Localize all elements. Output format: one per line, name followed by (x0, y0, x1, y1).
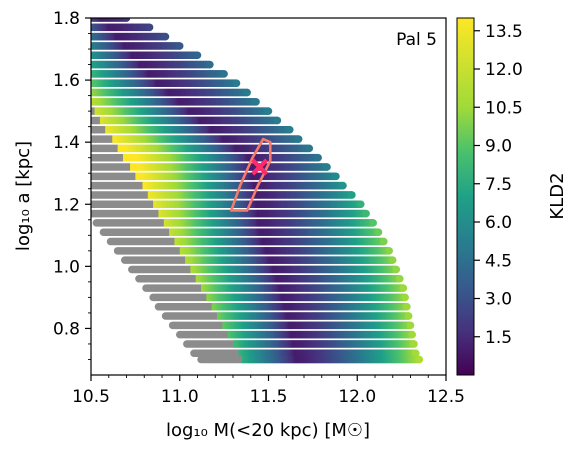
heatmap-row (91, 23, 154, 32)
row-end-cap (176, 42, 184, 50)
row-end-cap (193, 51, 202, 60)
heatmap-row (91, 42, 184, 50)
heatmap-row (91, 32, 170, 41)
row-end-cap (323, 163, 331, 171)
heatmap-row (91, 200, 365, 209)
row-end-cap (369, 219, 377, 227)
heatmap-row (91, 70, 228, 78)
heatmap-row (91, 126, 294, 134)
row-end-cap (374, 228, 383, 236)
heatmap-row (91, 88, 251, 97)
row-end-cap (122, 18, 131, 22)
row-end-cap (348, 191, 356, 199)
heatmap-row (91, 18, 131, 22)
heatmap-row (91, 172, 340, 181)
row-end-cap (332, 172, 340, 181)
row-end-cap (273, 116, 282, 125)
row-end-cap (339, 181, 347, 190)
row-end-cap (232, 79, 241, 87)
row-end-cap (286, 126, 294, 134)
heatmap-row (91, 181, 347, 190)
row-end-cap (243, 88, 251, 97)
heatmap-row (91, 98, 260, 106)
heatmap-row (91, 153, 322, 162)
row-end-cap (357, 200, 365, 209)
heatmap-row (91, 107, 273, 115)
heatmap-row (120, 256, 397, 264)
row-end-cap (380, 237, 388, 246)
row-end-cap (385, 247, 393, 255)
heatmap-rows (91, 18, 424, 364)
row-end-cap (220, 70, 228, 78)
row-end-cap (145, 23, 154, 32)
row-end-cap (161, 32, 170, 41)
heatmap-row (91, 79, 241, 87)
heatmap-row (91, 209, 370, 218)
heatmap-row (99, 228, 383, 236)
heatmap-row (91, 135, 303, 143)
row-end-cap (252, 98, 260, 106)
heatmap-row (91, 191, 356, 199)
row-end-cap (294, 135, 303, 143)
heatmap-row (91, 163, 331, 171)
heatmap-row (92, 219, 377, 227)
row-end-cap (206, 60, 214, 69)
row-end-cap (305, 144, 314, 153)
heatmap-row (113, 247, 393, 255)
heatmap-row (106, 237, 388, 246)
row-end-cap (362, 209, 370, 218)
heatmap-row (91, 51, 202, 60)
row-end-cap (314, 153, 322, 162)
row-end-cap (264, 107, 273, 115)
heatmap-row (91, 116, 282, 125)
heatmap-row (91, 60, 214, 69)
heatmap-row (91, 144, 314, 153)
